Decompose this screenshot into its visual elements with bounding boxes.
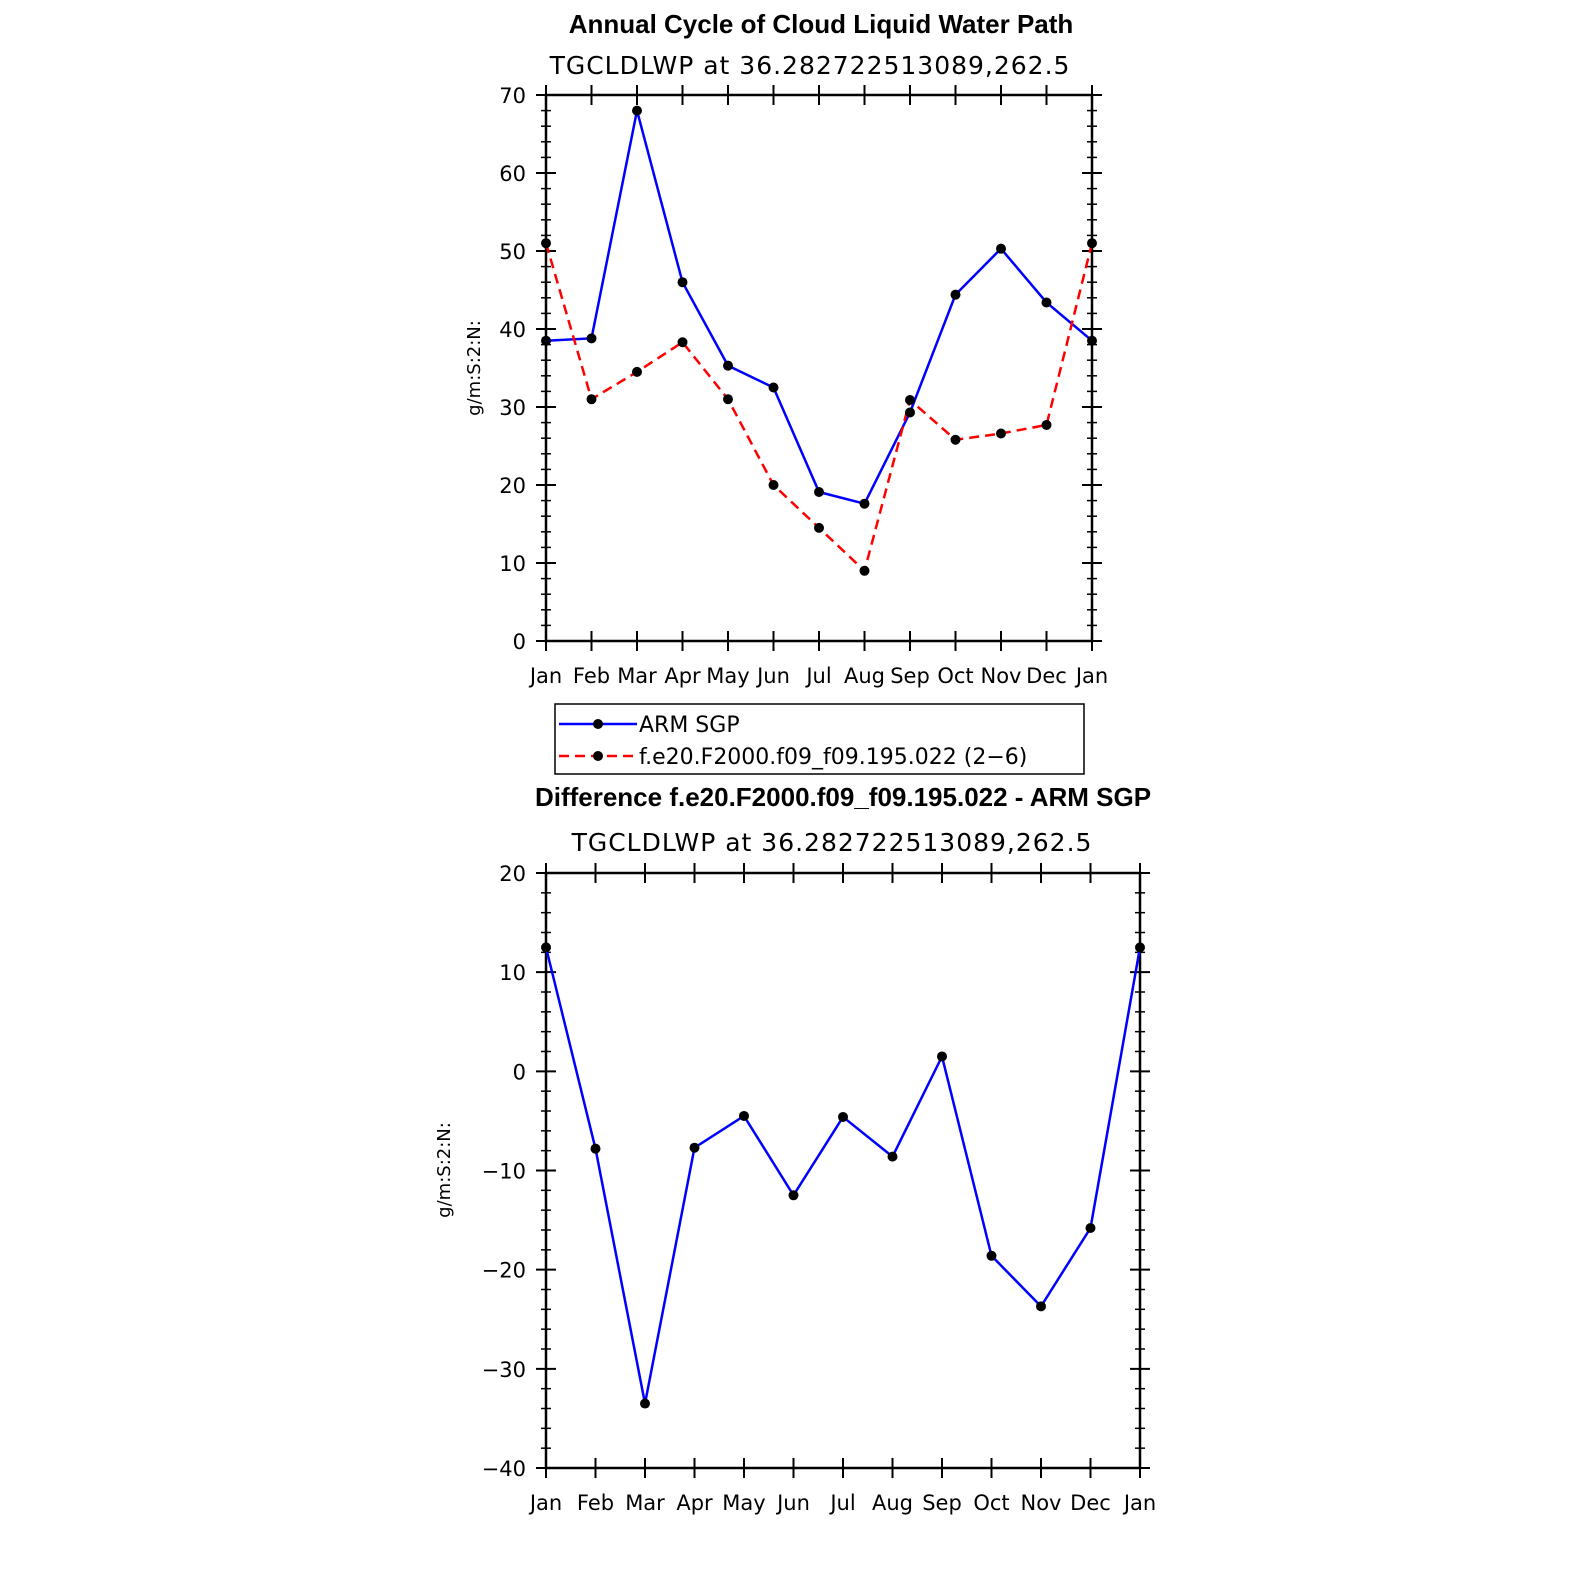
chart1-xtick-label: Aug xyxy=(844,664,885,688)
chart2-xtick-label: Aug xyxy=(872,1491,913,1515)
chart1-xtick-label: Jan xyxy=(1074,664,1108,688)
chart1-ytick-label: 0 xyxy=(513,630,526,654)
chart1-point xyxy=(905,394,915,405)
chart1-xtick-label: Sep xyxy=(890,664,930,688)
chart1-xtick-label: Nov xyxy=(981,664,1022,688)
chart1-point xyxy=(1041,419,1052,430)
chart2-xtick-label: Jul xyxy=(828,1491,855,1515)
chart2-xtick-label: Dec xyxy=(1070,1491,1111,1515)
chart1-ytick-label: 10 xyxy=(499,552,526,576)
annual-cycle-chart: Annual Cycle of Cloud Liquid Water Path … xyxy=(464,9,1108,775)
chart2-xtick-label: Nov xyxy=(1021,1491,1062,1515)
chart1-point xyxy=(632,366,642,377)
chart1-point xyxy=(586,333,597,344)
chart1-ytick-label: 60 xyxy=(499,162,526,186)
chart1-series-line-0 xyxy=(545,110,1093,506)
chart1-frame xyxy=(544,93,1094,643)
chart1-point xyxy=(723,394,733,405)
chart1-point xyxy=(996,428,1006,439)
chart1-xtick-label: Dec xyxy=(1026,664,1067,688)
chart2-frame xyxy=(544,871,1142,1470)
chart2-xtick-label: Mar xyxy=(625,1491,665,1515)
chart1-point xyxy=(768,382,779,393)
chart2-point xyxy=(689,1142,700,1153)
chart1-point xyxy=(1041,297,1052,308)
chart2-ytick-label: 10 xyxy=(499,961,526,985)
chart2-point xyxy=(590,1143,601,1154)
chart2-point xyxy=(937,1051,947,1062)
chart2-xtick-label: Feb xyxy=(577,1491,614,1515)
chart1-xtick-label: Jun xyxy=(755,664,790,688)
chart1-point xyxy=(723,360,733,371)
legend-label-model: f.e20.F2000.f09_f09.195.022 (2−6) xyxy=(639,745,1027,770)
chart2-subtitle: TGCLDLWP at 36.282722513089,262.5 xyxy=(571,828,1093,857)
chart1-ytick-label: 20 xyxy=(499,474,526,498)
chart1-point xyxy=(814,487,824,498)
chart1-point xyxy=(1087,335,1097,346)
chart1-ylabel: g/m:S:2:N: xyxy=(464,320,485,416)
legend-box xyxy=(554,703,1085,775)
chart2-point xyxy=(739,1110,749,1121)
chart1-point xyxy=(586,394,597,405)
chart2-title: Difference f.e20.F2000.f09_f09.195.022 -… xyxy=(535,782,1151,812)
difference-chart: Difference f.e20.F2000.f09_f09.195.022 -… xyxy=(434,782,1156,1515)
chart1-ytick-label: 30 xyxy=(499,396,526,420)
chart2-xtick-label: Jun xyxy=(775,1491,810,1515)
chart2-series-line-0 xyxy=(544,947,1142,1404)
chart2-point xyxy=(541,942,551,953)
chart2-point xyxy=(838,1111,848,1122)
chart2-ytick-label: 0 xyxy=(513,1060,526,1084)
chart1-xtick-label: Jan xyxy=(528,664,562,688)
chart1-point xyxy=(950,289,961,300)
chart1-point xyxy=(541,335,551,346)
chart2-ytick-label: −30 xyxy=(482,1358,526,1382)
chart2-ytick-label: −40 xyxy=(482,1457,526,1481)
legend-label-arm: ARM SGP xyxy=(639,713,740,738)
chart2-point xyxy=(640,1398,650,1409)
chart2-point xyxy=(887,1151,898,1162)
chart1-point xyxy=(859,565,870,576)
chart1-point xyxy=(859,498,870,509)
chart1-xtick-label: Feb xyxy=(573,664,610,688)
chart2-xtick-label: Sep xyxy=(922,1491,962,1515)
chart1-point xyxy=(677,277,688,288)
chart1-point xyxy=(541,238,551,249)
chart1-subtitle: TGCLDLWP at 36.282722513089,262.5 xyxy=(549,51,1071,80)
chart1-xtick-label: Oct xyxy=(937,664,973,688)
chart2-ylabel: g/m:S:2:N: xyxy=(434,1122,455,1218)
chart1-xtick-label: Apr xyxy=(664,664,701,688)
legend-marker-model xyxy=(593,751,603,761)
chart2-ytick-label: −20 xyxy=(482,1259,526,1283)
chart2-xtick-label: Oct xyxy=(973,1491,1009,1515)
chart1-point xyxy=(768,480,779,490)
chart1-xtick-label: Jul xyxy=(804,664,831,688)
chart1-xtick-label: Mar xyxy=(617,664,657,688)
chart1-title: Annual Cycle of Cloud Liquid Water Path xyxy=(569,9,1074,39)
chart1-point xyxy=(1087,238,1097,249)
chart2-xtick-label: Jan xyxy=(1122,1491,1156,1515)
chart1-point xyxy=(996,243,1006,254)
chart1-ytick-label: 70 xyxy=(499,84,526,108)
chart1-xtick-label: May xyxy=(706,664,749,688)
chart1-point xyxy=(950,434,961,445)
chart2-point xyxy=(1036,1301,1046,1312)
chart2-point xyxy=(788,1190,799,1201)
chart2-point xyxy=(1085,1223,1096,1234)
chart2-xtick-label: Jan xyxy=(528,1491,562,1515)
chart1-point xyxy=(632,105,642,116)
chart1-point xyxy=(677,337,688,348)
chart2-ytick-label: 20 xyxy=(499,862,526,886)
chart1-point xyxy=(814,522,824,533)
chart1-series-line-1 xyxy=(544,242,1094,574)
chart1-point xyxy=(905,407,915,418)
chart2-xtick-label: Apr xyxy=(676,1491,713,1515)
chart2-point xyxy=(986,1250,997,1261)
chart2-xtick-label: May xyxy=(722,1491,765,1515)
chart1-ytick-label: 50 xyxy=(499,240,526,264)
chart2-point xyxy=(1135,942,1145,953)
legend-marker-arm xyxy=(593,719,603,729)
chart1-ytick-label: 40 xyxy=(499,318,526,342)
chart2-ytick-label: −10 xyxy=(482,1160,526,1184)
